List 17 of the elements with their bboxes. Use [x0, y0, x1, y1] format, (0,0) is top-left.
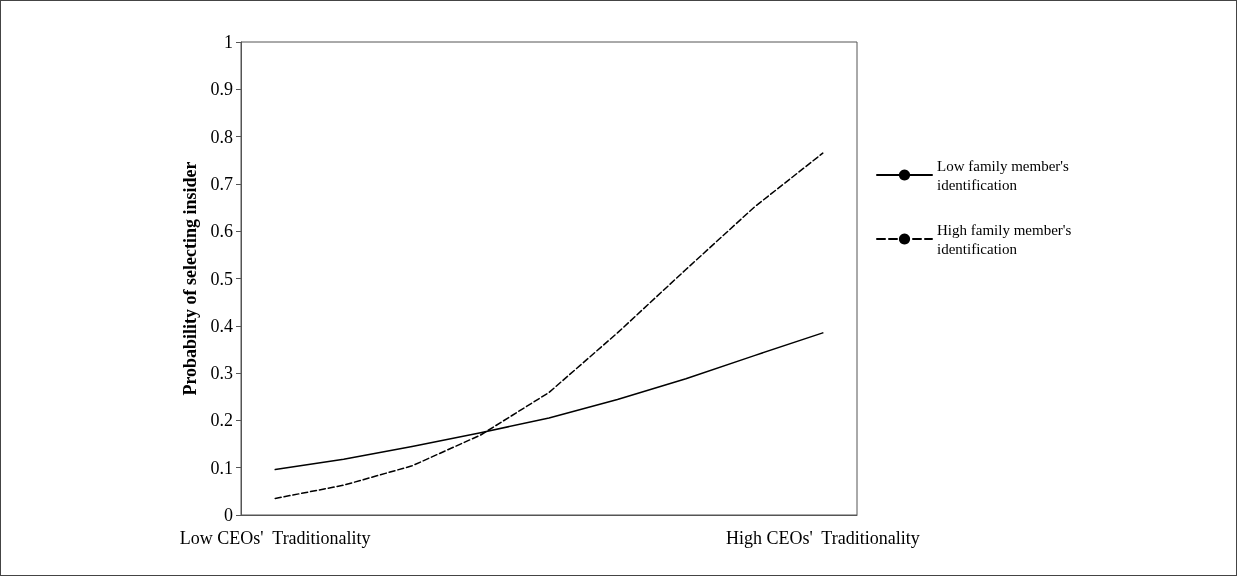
legend-label: Low family member's identification: [937, 157, 1069, 193]
y-axis-title: Probability of selecting insider: [180, 161, 200, 396]
y-tick-label: 0.6: [210, 221, 233, 242]
y-tick-label: 0.8: [210, 126, 233, 147]
y-tick-label: 0.4: [210, 315, 233, 336]
line-series: [274, 152, 824, 500]
y-tick-label: 0.9: [210, 79, 233, 100]
y-tick-label: 0.1: [210, 457, 233, 478]
y-tick-label: 0: [224, 505, 233, 525]
x-tick-label: Low CEOs' Traditionality: [179, 528, 371, 548]
legend-label: High family member's identification: [937, 221, 1072, 257]
x-tick-label: High CEOs' Traditionality: [725, 528, 920, 548]
y-tick-label: 0.5: [210, 268, 233, 289]
y-tick-label: 0.7: [210, 173, 233, 194]
y-tick-label: 0.2: [210, 410, 233, 431]
y-tick-label: 0.3: [210, 363, 233, 384]
y-tick-label: 1: [224, 32, 233, 52]
